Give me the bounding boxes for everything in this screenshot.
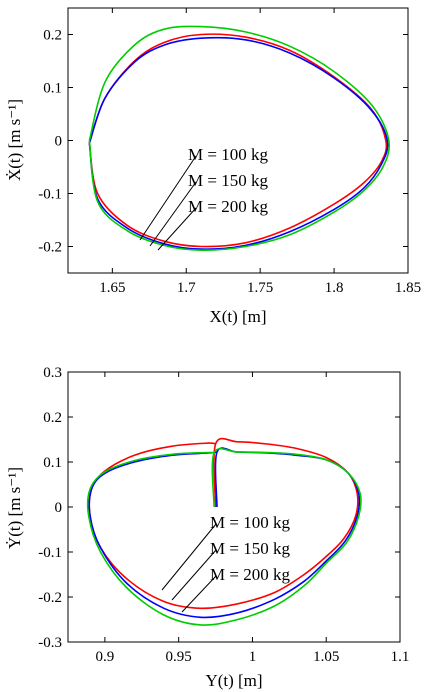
x-tick-label: 1 xyxy=(249,649,257,665)
series-line xyxy=(86,447,362,626)
y-plot-curves xyxy=(86,437,362,626)
y-tick-label: -0.1 xyxy=(38,545,62,561)
mass-annotation: M = 150 kg xyxy=(188,171,268,190)
mass-annotation: M = 200 kg xyxy=(188,197,268,216)
x-phase-plot: 1.65 1.7 1.75 1.8 1.85 0.2 0.1 0 -0.1 -0.2 M = 10… xyxy=(5,7,421,326)
mass-annotation: M = 200 kg xyxy=(210,565,290,584)
y-tick-label: 0.1 xyxy=(43,81,62,97)
x-plot-ylabel: Ẋ(t) [m s⁻¹] xyxy=(5,99,24,181)
y-plot-ylabel: Ẏ(t) [m s⁻¹] xyxy=(5,467,24,549)
x-plot-curves xyxy=(88,25,391,252)
x-tick-label: 1.8 xyxy=(325,280,344,296)
y-tick-label: 0.2 xyxy=(43,410,62,426)
y-tick-label: 0 xyxy=(55,134,63,150)
mass-annotation: M = 100 kg xyxy=(188,145,268,164)
x-tick-label: 1.05 xyxy=(313,649,339,665)
annotation-leader xyxy=(139,155,197,241)
annotation-leader xyxy=(171,549,217,601)
y-tick-label: -0.1 xyxy=(38,187,62,203)
x-tick-label: 0.95 xyxy=(166,649,192,665)
y-tick-label: 0.3 xyxy=(43,365,62,381)
mass-annotation: M = 150 kg xyxy=(210,539,290,558)
y-tick-label: -0.2 xyxy=(38,240,62,256)
annotation-leader xyxy=(161,523,217,591)
y-phase-plot: 0.9 0.95 1 1.05 1.1 0.3 0.2 0.1 0 -0.1 -0.2 -0.3 M … xyxy=(5,365,409,690)
x-tick-label: 1.1 xyxy=(391,649,410,665)
x-tick-label: 1.65 xyxy=(99,280,125,296)
x-tick-label: 1.7 xyxy=(177,280,196,296)
x-plot-annotations: M = 100 kg M = 150 kg M = 200 kg xyxy=(139,145,268,251)
series-line xyxy=(88,447,361,619)
mass-annotation: M = 100 kg xyxy=(210,513,290,532)
y-tick-label: 0.2 xyxy=(43,28,62,44)
x-plot-ticks: 1.65 1.7 1.75 1.8 1.85 0.2 0.1 0 -0.1 -0.2 xyxy=(38,8,421,296)
x-plot-frame xyxy=(67,7,409,274)
y-tick-label: 0 xyxy=(55,500,63,516)
series-line xyxy=(88,36,389,250)
x-plot-xlabel: X(t) [m] xyxy=(209,307,266,326)
x-tick-label: 1.85 xyxy=(395,280,421,296)
y-tick-label: 0.1 xyxy=(43,455,62,471)
annotation-leader xyxy=(181,575,217,613)
x-tick-label: 0.9 xyxy=(96,649,115,665)
y-plot-frame xyxy=(67,371,401,643)
series-line xyxy=(88,33,388,248)
annotation-leader xyxy=(149,181,197,247)
y-plot-ticks: 0.9 0.95 1 1.05 1.1 0.3 0.2 0.1 0 -0.1 -0.2 -0.3 xyxy=(38,365,409,665)
x-tick-label: 1.75 xyxy=(247,280,273,296)
y-tick-label: -0.3 xyxy=(38,635,62,651)
y-plot-xlabel: Y(t) [m] xyxy=(205,671,262,690)
annotation-leader xyxy=(157,207,197,251)
series-line xyxy=(88,25,391,252)
y-plot-annotations: M = 100 kg M = 150 kg M = 200 kg xyxy=(161,513,290,613)
y-tick-label: -0.2 xyxy=(38,590,62,606)
